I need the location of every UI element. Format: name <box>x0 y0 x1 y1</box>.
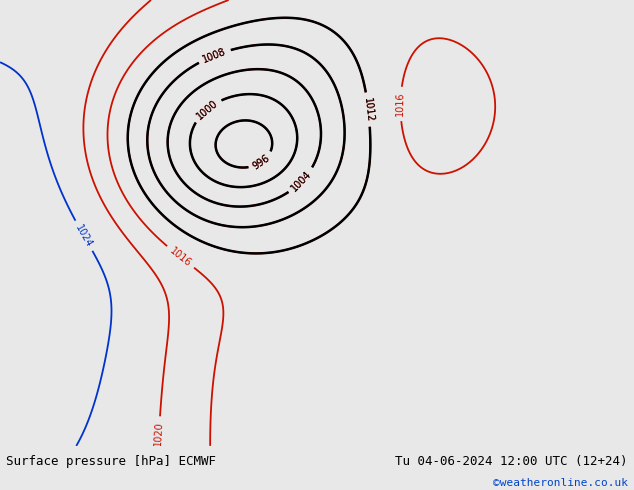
Text: 1000: 1000 <box>195 98 219 121</box>
Text: 1012: 1012 <box>362 97 375 122</box>
Text: 1024: 1024 <box>74 222 94 249</box>
Text: 1008: 1008 <box>201 47 228 65</box>
Text: 1016: 1016 <box>395 92 406 116</box>
Text: 996: 996 <box>251 153 272 172</box>
Text: 1016: 1016 <box>168 245 193 269</box>
Text: 996: 996 <box>251 153 272 172</box>
Text: ©weatheronline.co.uk: ©weatheronline.co.uk <box>493 478 628 489</box>
Text: 1008: 1008 <box>201 47 228 65</box>
Text: Surface pressure [hPa] ECMWF: Surface pressure [hPa] ECMWF <box>6 455 216 468</box>
Text: 1004: 1004 <box>290 169 314 194</box>
Text: 1020: 1020 <box>153 421 165 446</box>
Text: 1004: 1004 <box>290 169 314 194</box>
Text: 1000: 1000 <box>195 98 219 121</box>
Text: 1012: 1012 <box>362 97 375 122</box>
Text: Tu 04-06-2024 12:00 UTC (12+24): Tu 04-06-2024 12:00 UTC (12+24) <box>395 455 628 468</box>
